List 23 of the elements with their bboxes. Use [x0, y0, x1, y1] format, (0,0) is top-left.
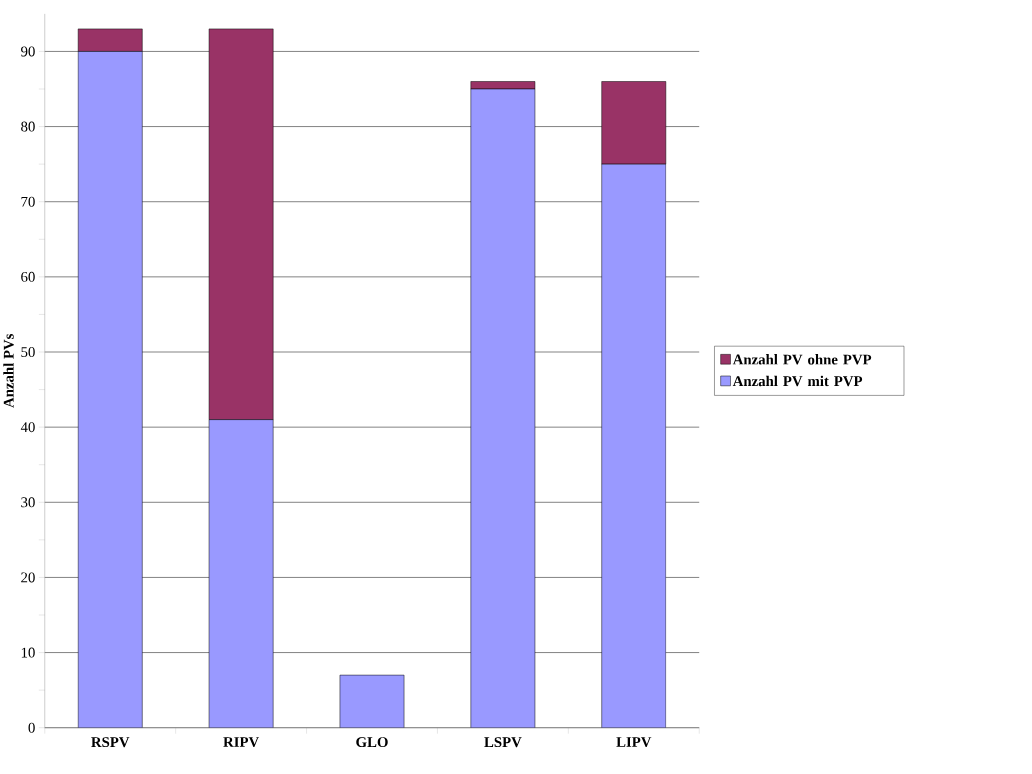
y-tick-label: 80 — [21, 121, 35, 132]
legend-label: Anzahl PV mit PVP — [732, 375, 863, 387]
bar — [339, 674, 405, 728]
y-tick-label: 70 — [21, 196, 35, 207]
y-tick-label: 50 — [21, 346, 35, 357]
x-tick-label: GLO — [356, 737, 388, 747]
y-tick-label: 0 — [28, 722, 35, 733]
y-tick-label: 90 — [21, 46, 35, 57]
x-tick-label: LIPV — [616, 737, 652, 747]
y-tick-label: 60 — [21, 271, 35, 282]
y-tick-label: 40 — [20, 422, 35, 433]
bar — [208, 419, 274, 728]
bar — [77, 51, 143, 728]
y-tick-label: 20 — [21, 572, 35, 583]
y-tick-label: 10 — [21, 647, 35, 658]
y-tick-label: 30 — [21, 497, 35, 508]
x-tick-label: RIPV — [223, 737, 260, 747]
bar — [470, 88, 536, 728]
legend-label: Anzahl PV ohne PVP — [732, 353, 872, 365]
x-tick-label: RSPV — [91, 737, 130, 748]
y-axis-title: Anzahl PVs — [3, 333, 14, 408]
bar — [601, 163, 667, 728]
x-tick-label: LSPV — [484, 737, 522, 748]
